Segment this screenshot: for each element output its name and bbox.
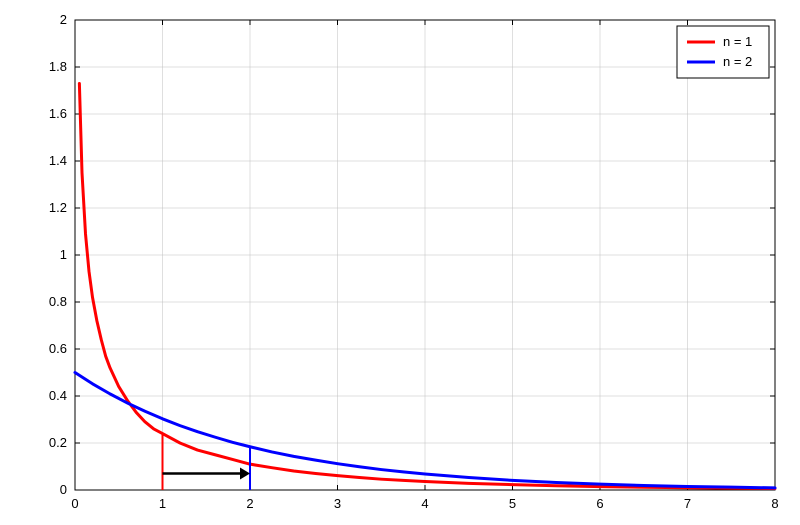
x-tick-label: 3 (334, 496, 341, 511)
legend: n = 1 n = 2 (677, 26, 769, 78)
legend-label: n = 2 (723, 54, 752, 69)
chart-container: 0 1 2 3 4 5 6 7 8 0 0.2 0.4 0.6 0.8 1 1.2 1.4 1.6 1.8 2 n = … (0, 0, 800, 525)
x-tick-label: 7 (684, 496, 691, 511)
x-tick-label: 5 (509, 496, 516, 511)
y-tick-label: 1.6 (49, 106, 67, 121)
x-tick-label: 1 (159, 496, 166, 511)
y-tick-label: 1 (60, 247, 67, 262)
y-tick-label: 0.4 (49, 388, 67, 403)
y-tick-label: 1.4 (49, 153, 67, 168)
chart-svg: 0 1 2 3 4 5 6 7 8 0 0.2 0.4 0.6 0.8 1 1.2 1.4 1.6 1.8 2 n = … (0, 0, 800, 525)
y-tick-label: 0.6 (49, 341, 67, 356)
legend-label: n = 1 (723, 34, 752, 49)
x-tick-label: 4 (421, 496, 428, 511)
x-tick-label: 8 (771, 496, 778, 511)
y-tick-label: 1.2 (49, 200, 67, 215)
y-tick-label: 1.8 (49, 59, 67, 74)
x-tick-label: 6 (596, 496, 603, 511)
y-tick-label: 0.2 (49, 435, 67, 450)
x-tick-label: 0 (71, 496, 78, 511)
y-tick-label: 2 (60, 12, 67, 27)
y-tick-label: 0.8 (49, 294, 67, 309)
x-tick-label: 2 (246, 496, 253, 511)
y-tick-label: 0 (60, 482, 67, 497)
